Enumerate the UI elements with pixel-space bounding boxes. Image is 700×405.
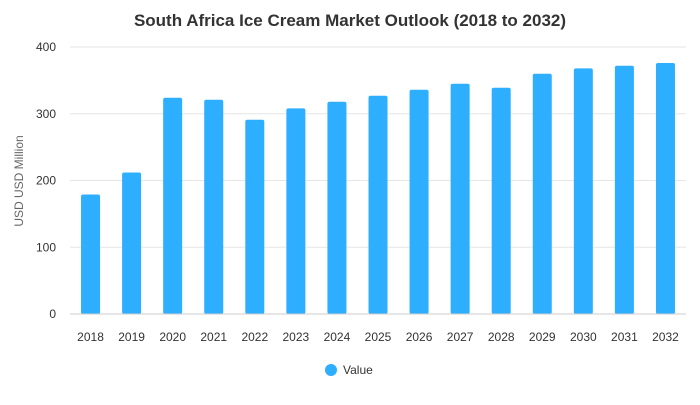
x-tick-label: 2031 [611, 330, 638, 344]
y-tick-label: 300 [36, 107, 56, 121]
bar-2019[interactable] [122, 172, 142, 314]
x-tick-label: 2030 [570, 330, 597, 344]
bar-2021[interactable] [204, 99, 224, 314]
y-tick-label: 400 [36, 40, 56, 54]
x-tick-label: 2032 [652, 330, 679, 344]
x-tick-label: 2027 [447, 330, 474, 344]
y-tick-label: 200 [36, 174, 56, 188]
bar-2029[interactable] [532, 73, 552, 314]
y-tick-label: 0 [49, 307, 56, 321]
x-tick-label: 2028 [488, 330, 515, 344]
x-tick-label: 2018 [77, 330, 104, 344]
bar-2031[interactable] [614, 65, 634, 314]
x-tick-label: 2023 [283, 330, 310, 344]
x-tick-label: 2019 [118, 330, 145, 344]
bar-2032[interactable] [655, 63, 675, 314]
x-tick-label: 2020 [159, 330, 186, 344]
y-axis-ticks: 0 100 200 300 400 [36, 40, 56, 321]
x-tick-label: 2026 [406, 330, 433, 344]
bar-2023[interactable] [286, 108, 306, 314]
x-tick-label: 2024 [324, 330, 351, 344]
bar-2028[interactable] [491, 87, 511, 314]
y-axis-title: USD USD Million [12, 135, 26, 226]
x-tick-label: 2021 [200, 330, 227, 344]
legend[interactable]: Value [325, 363, 373, 377]
bar-2026[interactable] [409, 89, 429, 314]
bar-2018[interactable] [81, 194, 101, 314]
x-axis-ticks: 2018 2019 2020 2021 2022 2023 2024 2025 2026 2027… [77, 330, 679, 344]
bars [81, 63, 675, 315]
legend-marker [325, 364, 337, 376]
legend-label-value: Value [343, 363, 373, 377]
bar-2025[interactable] [368, 95, 388, 314]
bar-2020[interactable] [163, 97, 183, 314]
x-tick-label: 2025 [365, 330, 392, 344]
bar-2027[interactable] [450, 83, 470, 315]
bar-2022[interactable] [245, 119, 265, 314]
y-tick-label: 100 [36, 240, 56, 254]
x-tick-label: 2022 [241, 330, 268, 344]
bar-2030[interactable] [573, 68, 593, 314]
x-tick-label: 2029 [529, 330, 556, 344]
chart-title: South Africa Ice Cream Market Outlook (2… [134, 11, 566, 30]
bar-2024[interactable] [327, 101, 347, 314]
